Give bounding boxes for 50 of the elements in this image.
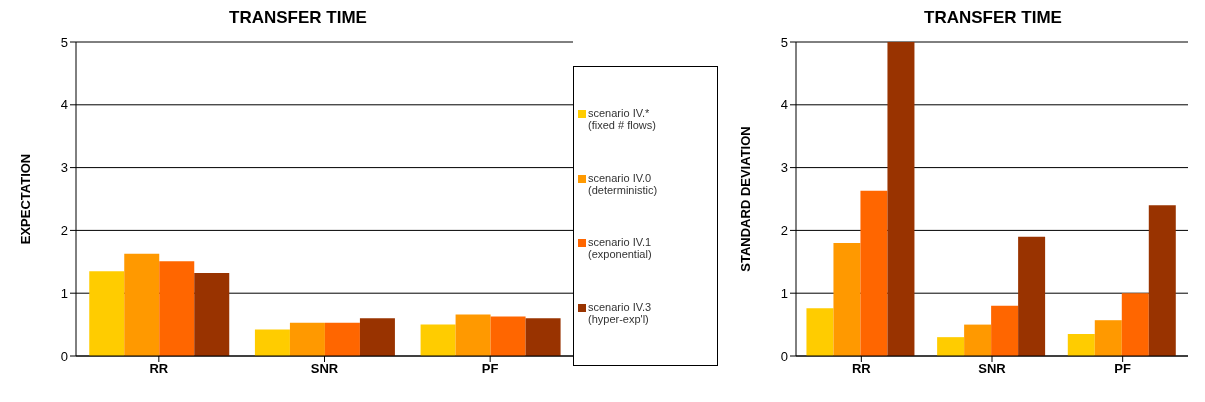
bar <box>254 329 290 356</box>
x-tick-label: PF <box>481 361 499 377</box>
legend-label: scenario IV.3 (hyper-exp'l) <box>588 300 652 325</box>
x-tick-label: RR <box>149 361 169 377</box>
legend-label: scenario IV.1 (exponential) <box>588 236 652 261</box>
y-tick-label: 4 <box>60 97 68 113</box>
bar <box>159 261 195 356</box>
bar <box>490 316 526 356</box>
bar <box>455 314 491 356</box>
y-tick-label: 3 <box>60 160 68 176</box>
bar <box>1148 205 1176 356</box>
y-tick-label: 0 <box>60 348 68 364</box>
x-tick-label: PF <box>1114 361 1132 377</box>
bar <box>806 308 834 356</box>
bar <box>289 322 325 356</box>
bar <box>89 271 125 356</box>
bar <box>359 318 395 356</box>
legend-label: scenario IV.* (fixed # flows) <box>588 107 656 132</box>
bar <box>833 242 861 356</box>
bar <box>324 322 360 356</box>
chart-title: TRANSFER TIME <box>228 8 368 29</box>
bar <box>1094 320 1122 356</box>
y-tick-label: 4 <box>780 97 788 113</box>
y-tick-label: 5 <box>780 34 788 50</box>
bar <box>420 324 456 356</box>
bar <box>194 273 230 356</box>
y-tick-label: 3 <box>780 160 788 176</box>
bar <box>525 318 561 356</box>
chart-title: TRANSFER TIME <box>923 8 1063 29</box>
y-tick-label: 0 <box>780 348 788 364</box>
y-axis-title: STANDARD DEVIATION <box>737 126 753 272</box>
bar <box>1067 334 1095 356</box>
bar <box>964 324 992 356</box>
y-axis-title: EXPECTATION <box>17 153 33 245</box>
x-tick-label: SNR <box>978 361 1007 377</box>
y-tick-label: 2 <box>60 223 68 239</box>
bar <box>124 253 160 356</box>
x-tick-label: SNR <box>310 361 339 377</box>
bar <box>937 337 965 356</box>
bar <box>1018 236 1046 356</box>
y-tick-label: 1 <box>60 285 68 301</box>
x-tick-label: RR <box>851 361 872 377</box>
bar <box>1121 293 1149 356</box>
bar <box>991 305 1019 356</box>
y-tick-label: 1 <box>780 285 788 301</box>
y-tick-label: 5 <box>60 34 68 50</box>
bar <box>887 42 915 356</box>
bar <box>860 190 888 356</box>
legend-label: scenario IV.0 (deterministic) <box>588 171 658 196</box>
y-tick-label: 2 <box>780 223 788 239</box>
